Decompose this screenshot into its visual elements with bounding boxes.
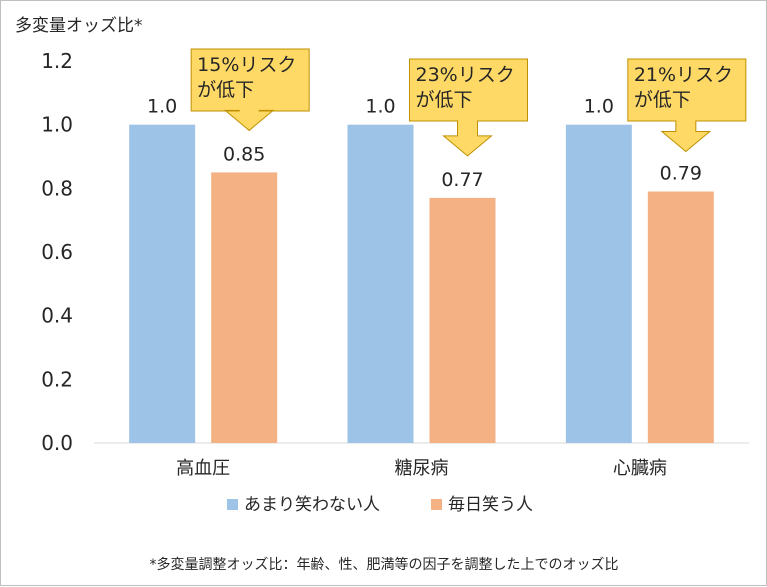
data-label: 0.85 [223,143,265,165]
data-label: 1.0 [365,96,395,118]
bar-1-series-2 [211,172,278,443]
data-label: 0.77 [441,169,483,191]
callout-arrow-box [627,58,747,153]
bar-3-series-2 [647,191,714,443]
callout-text-line-2: が低下 [634,89,691,111]
callout-text-line-2: が低下 [197,79,254,101]
legend-label: あまり笑わない人 [244,495,380,515]
y-tick-label: 1.2 [41,49,73,73]
bar-1-series-1 [129,124,196,444]
legend-swatch [431,499,442,510]
callout-text-line-2: が低下 [416,89,473,111]
y-tick-label: 0.8 [41,176,73,200]
plot-area: 0.00.20.40.60.81.01.2高血圧1.00.8515%リスクが低下… [41,48,749,515]
footnote: *多変量調整オッズ比：年齢、性、肥満等の因子を調整した上でのオッズ比 [150,556,619,573]
bar-2-series-2 [429,197,496,443]
callout-arrow-box [409,58,528,157]
y-tick-label: 0.2 [41,367,73,391]
callout-text-line-1: 21%リスク [634,64,733,86]
y-axis-title: 多変量オッズ比* [15,16,143,36]
callout-text-line-1: 23%リスク [416,64,515,86]
bar-2-series-1 [347,124,414,444]
x-category-label: 糖尿病 [395,458,449,479]
legend-label: 毎日笑う人 [448,495,533,515]
y-tick-label: 1.0 [41,113,73,137]
bar-3-series-1 [565,124,632,444]
callout-text-line-1: 15%リスク [197,54,296,76]
callout-arrow-box [190,48,310,132]
data-label: 0.79 [660,163,702,185]
y-tick-label: 0.6 [41,240,73,264]
data-label: 1.0 [584,96,614,118]
y-tick-label: 0.0 [41,431,73,455]
x-category-label: 高血圧 [176,458,230,479]
y-tick-label: 0.4 [41,304,73,328]
data-label: 1.0 [147,96,177,118]
legend-swatch [227,499,238,510]
x-category-label: 心臓病 [613,458,667,479]
